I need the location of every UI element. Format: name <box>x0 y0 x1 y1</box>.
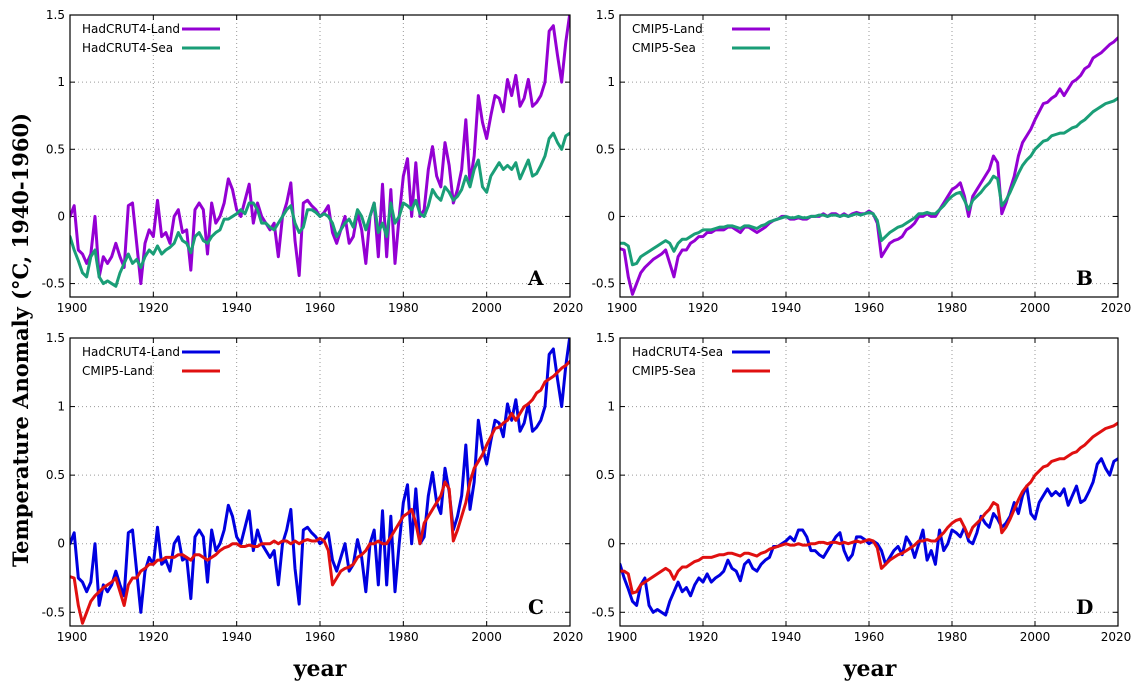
x-tick-label: 1900 <box>57 630 88 644</box>
y-tick-label: 1.5 <box>46 8 65 22</box>
x-tick-label: 1920 <box>688 630 719 644</box>
legend-label: CMIP5-Land <box>82 364 153 378</box>
y-tick-label: 1.5 <box>46 331 65 345</box>
x-tick-label: 1920 <box>688 301 719 315</box>
y-tick-label: 1 <box>607 75 615 89</box>
panel-letter: D <box>1076 595 1093 619</box>
panel-d: 1900 1920 1940 1960 1980 2000 2020 -0.5 0 0.5 1 1.5… <box>592 331 1132 644</box>
legend-label: CMIP5-Land <box>632 22 703 36</box>
series-line-2 <box>70 359 570 625</box>
x-tick-label: 1980 <box>388 630 419 644</box>
x-tick-label: 1920 <box>138 630 169 644</box>
y-tick-label: 0 <box>607 209 615 223</box>
x-tick-label: 2000 <box>471 301 502 315</box>
plot-frame <box>619 337 1119 627</box>
y-tick-label: 1.5 <box>596 331 615 345</box>
legend-label: HadCRUT4-Land <box>82 345 180 359</box>
panel-letter: C <box>528 595 544 619</box>
panel-a: 1900 1920 1940 1960 1980 2000 2020 -0.5 0 0.5 1 1.5… <box>42 8 584 315</box>
legend-label: CMIP5-Sea <box>632 364 696 378</box>
x-tick-label: 1940 <box>771 301 802 315</box>
panel-c: 1900 1920 1940 1960 1980 2000 2020 -0.5 0 0.5 1 1.5… <box>42 331 584 644</box>
x-tick-label: 1980 <box>937 301 968 315</box>
x-tick-label: 1960 <box>854 301 885 315</box>
y-tick-label: -0.5 <box>42 605 65 619</box>
y-tick-label: -0.5 <box>592 605 615 619</box>
x-axis-label-left: year <box>293 656 347 682</box>
x-tick-label: 1960 <box>305 301 336 315</box>
plot-frame <box>69 337 571 627</box>
y-tick-label: 1 <box>57 75 65 89</box>
y-tick-label: 0.5 <box>46 468 65 482</box>
x-tick-label: 1960 <box>854 630 885 644</box>
y-tick-label: 1 <box>607 400 615 414</box>
plot-frame <box>69 14 571 298</box>
x-tick-label: 2000 <box>471 630 502 644</box>
legend-label: HadCRUT4-Sea <box>632 345 723 359</box>
series-line-2 <box>620 96 1118 267</box>
y-tick-label: 0 <box>57 209 65 223</box>
x-axis-label-right: year <box>843 656 897 682</box>
x-tick-label: 1980 <box>388 301 419 315</box>
panel-letter: B <box>1076 266 1093 290</box>
y-tick-label: 0.5 <box>596 468 615 482</box>
x-tick-label: 1940 <box>771 630 802 644</box>
series-line-2 <box>620 421 1118 595</box>
x-tick-label: 2020 <box>1101 630 1132 644</box>
x-tick-label: 1940 <box>221 301 252 315</box>
y-axis-label: Temperature Anomaly (°C, 1940-1960) <box>8 113 33 567</box>
legend-label: HadCRUT4-Land <box>82 22 180 36</box>
x-tick-label: 1940 <box>221 630 252 644</box>
x-tick-label: 1900 <box>607 301 638 315</box>
y-tick-label: -0.5 <box>42 277 65 291</box>
plot-frame <box>619 14 1119 298</box>
x-tick-label: 2020 <box>553 301 584 315</box>
legend-label: CMIP5-Sea <box>632 41 696 55</box>
y-tick-label: 0.5 <box>596 142 615 156</box>
y-tick-label: 1.5 <box>596 8 615 22</box>
legend-label: HadCRUT4-Sea <box>82 41 173 55</box>
y-tick-label: 1 <box>57 400 65 414</box>
y-tick-label: 0 <box>607 537 615 551</box>
x-tick-label: 1960 <box>305 630 336 644</box>
y-tick-label: -0.5 <box>592 277 615 291</box>
y-tick-label: 0 <box>57 537 65 551</box>
x-tick-label: 2000 <box>1020 301 1051 315</box>
series-line-1 <box>620 457 1118 617</box>
x-tick-label: 1900 <box>57 301 88 315</box>
x-tick-label: 2020 <box>1101 301 1132 315</box>
x-tick-label: 1980 <box>937 630 968 644</box>
x-tick-label: 2000 <box>1020 630 1051 644</box>
panels: 1900 1920 1940 1960 1980 2000 2020 -0.5 0 0.5 1 1.5… <box>42 8 1132 644</box>
x-tick-label: 2020 <box>553 630 584 644</box>
panel-letter: A <box>527 266 544 290</box>
x-tick-label: 1920 <box>138 301 169 315</box>
x-tick-label: 1900 <box>607 630 638 644</box>
y-tick-label: 0.5 <box>46 142 65 156</box>
panel-b: 1900 1920 1940 1960 1980 2000 2020 -0.5 0 0.5 1 1.5… <box>592 8 1132 315</box>
series-line-2 <box>70 131 570 288</box>
